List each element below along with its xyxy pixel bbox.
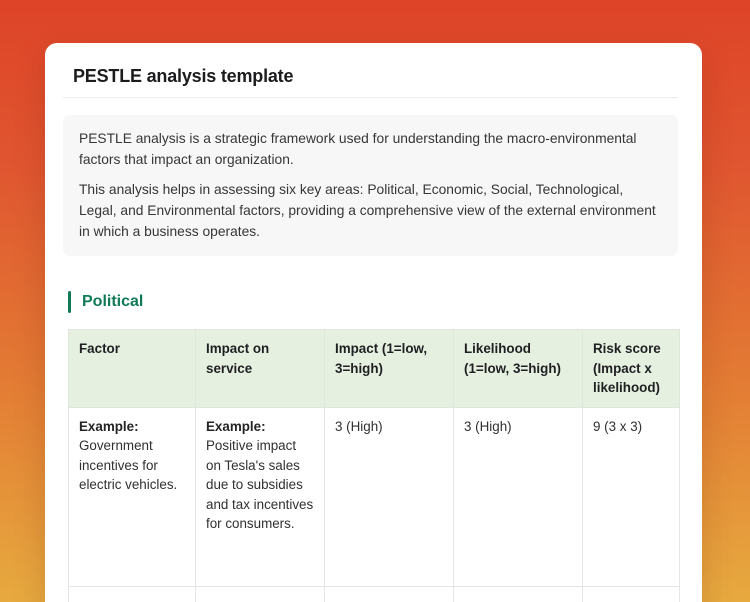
empty-cell[interactable] bbox=[68, 585, 196, 602]
table-row-example: Example: Government incentives for elect… bbox=[68, 406, 680, 587]
cell-impact-on-service[interactable]: Example: Positive impact on Tesla's sale… bbox=[195, 406, 325, 587]
cell-factor-label: Example: bbox=[79, 418, 139, 434]
section-accent-bar bbox=[68, 291, 71, 313]
empty-cell[interactable] bbox=[582, 585, 680, 602]
column-header-impact[interactable]: Impact (1=low, 3=high) bbox=[324, 329, 454, 408]
pestle-analysis-table: Factor Impact on service Impact (1=low, … bbox=[68, 329, 680, 602]
table-row-empty bbox=[68, 585, 680, 602]
cell-factor[interactable]: Example: Government incentives for elect… bbox=[68, 406, 196, 587]
table-header-row: Factor Impact on service Impact (1=low, … bbox=[68, 329, 680, 408]
page-title: PESTLE analysis template bbox=[73, 66, 294, 86]
column-header-risk-score[interactable]: Risk score (Impact x likelihood) bbox=[582, 329, 680, 408]
section-heading-label: Political bbox=[82, 293, 144, 310]
column-header-factor[interactable]: Factor bbox=[68, 329, 196, 408]
cell-likelihood[interactable]: 3 (High) bbox=[453, 406, 583, 587]
cell-factor-text: Government incentives for electric vehic… bbox=[79, 438, 178, 492]
document-card: PESTLE analysis template PESTLE analysis… bbox=[45, 43, 702, 602]
cell-impact[interactable]: 3 (High) bbox=[324, 406, 454, 587]
intro-paragraph-2: This analysis helps in assessing six key… bbox=[79, 182, 656, 239]
column-header-likelihood[interactable]: Likelihood (1=low, 3=high) bbox=[453, 329, 583, 408]
column-header-impact-on-service[interactable]: Impact on service bbox=[195, 329, 325, 408]
section-heading-political: Political bbox=[68, 291, 678, 313]
empty-cell[interactable] bbox=[195, 585, 325, 602]
intro-paragraph-1: PESTLE analysis is a strategic framework… bbox=[79, 131, 637, 167]
empty-cell[interactable] bbox=[324, 585, 454, 602]
cell-risk-score[interactable]: 9 (3 x 3) bbox=[582, 406, 680, 587]
document-content: PESTLE analysis template PESTLE analysis… bbox=[45, 43, 702, 602]
cell-impact-on-service-label: Example: bbox=[206, 418, 266, 434]
cell-impact-on-service-text: Positive impact on Tesla's sales due to … bbox=[206, 438, 314, 531]
intro-info-box: PESTLE analysis is a strategic framework… bbox=[63, 115, 678, 256]
title-divider bbox=[63, 97, 678, 98]
empty-cell[interactable] bbox=[453, 585, 583, 602]
